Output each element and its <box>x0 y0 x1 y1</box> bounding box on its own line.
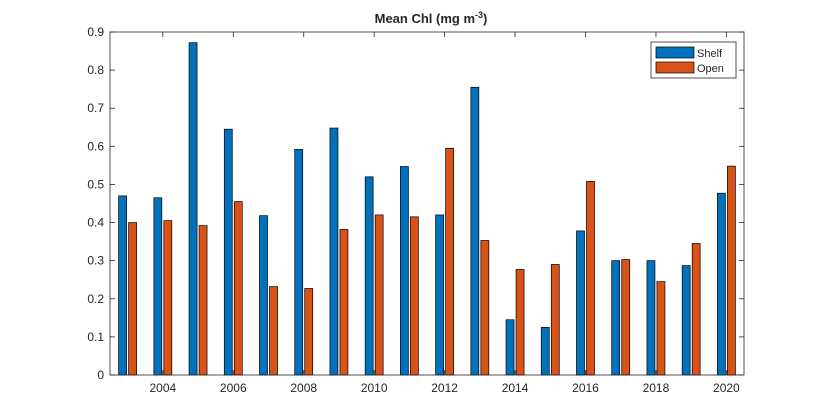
bar-open-2017 <box>621 259 631 376</box>
legend-swatch-shelf <box>655 46 695 59</box>
legend-swatch-open <box>655 61 695 74</box>
plot-area-frame <box>109 31 745 376</box>
bar-shelf-2017 <box>611 260 621 376</box>
bar-shelf-2013 <box>470 86 480 376</box>
bar-open-2011 <box>410 216 419 376</box>
y-tick-label: 0 <box>97 368 104 382</box>
bar-shelf-2007 <box>259 215 268 376</box>
bar-open-2009 <box>339 229 349 376</box>
y-tick-label: 0.1 <box>87 330 104 344</box>
bar-open-2010 <box>374 214 384 376</box>
x-tick-label: 2016 <box>572 381 599 395</box>
y-tick-label: 0.5 <box>87 177 104 191</box>
chart-title-suffix: ) <box>483 11 487 26</box>
x-tick-label: 2020 <box>713 381 740 395</box>
x-tick-label: 2012 <box>431 381 458 395</box>
chart-title-main: Mean Chl (mg m <box>375 11 475 26</box>
bar-open-2015 <box>550 264 560 376</box>
bar-open-2005 <box>198 225 208 376</box>
x-tick-label: 2014 <box>502 381 529 395</box>
bar-open-2012 <box>445 147 454 376</box>
legend-label-open: Open <box>697 63 724 75</box>
bars-layer <box>118 42 736 376</box>
chart-title-superscript: -3 <box>475 10 483 20</box>
bar-open-2014 <box>515 269 525 376</box>
bar-shelf-2016 <box>576 230 585 376</box>
bar-shelf-2014 <box>505 319 515 376</box>
bar-open-2020 <box>727 165 736 376</box>
bar-open-2016 <box>586 181 595 376</box>
bar-shelf-2008 <box>294 149 304 376</box>
bar-open-2008 <box>304 288 314 376</box>
y-tick-label: 0.9 <box>87 25 104 39</box>
bar-shelf-2011 <box>400 166 409 376</box>
bar-open-2019 <box>691 243 701 376</box>
bar-shelf-2003 <box>118 195 127 376</box>
bar-shelf-2015 <box>540 327 550 376</box>
y-tick-label: 0.8 <box>87 63 104 77</box>
bar-shelf-2006 <box>223 128 233 376</box>
bar-shelf-2004 <box>153 197 163 376</box>
x-tick-label: 2008 <box>290 381 317 395</box>
bar-open-2006 <box>233 201 243 376</box>
y-tick-label: 0.3 <box>87 254 104 268</box>
bar-shelf-2005 <box>188 42 198 376</box>
bar-open-2007 <box>269 286 278 376</box>
axes-layer: 0 0.1 0.2 0.3 0.4 0.5 0.6 0.7 0.8 0.9 2004 2006 2008… <box>87 25 745 395</box>
bar-shelf-2010 <box>364 176 374 376</box>
chart-title: Mean Chl (mg m-3) <box>375 10 488 26</box>
x-tick-label: 2006 <box>220 381 247 395</box>
y-tick-label: 0.7 <box>87 101 104 115</box>
y-tick-label: 0.4 <box>87 216 104 230</box>
bar-open-2004 <box>163 220 173 376</box>
bar-shelf-2012 <box>435 214 444 376</box>
bar-open-2003 <box>128 222 137 376</box>
bar-shelf-2018 <box>646 260 656 376</box>
y-tick-label: 0.2 <box>87 292 104 306</box>
legend-label-shelf: Shelf <box>697 48 723 60</box>
y-tick-label: 0.6 <box>87 139 104 153</box>
bar-open-2018 <box>656 281 666 376</box>
x-tick-label: 2010 <box>361 381 388 395</box>
bar-open-2013 <box>480 240 490 376</box>
legend: Shelf Open <box>650 41 737 79</box>
bar-shelf-2020 <box>717 192 726 376</box>
x-tick-label: 2004 <box>149 381 176 395</box>
bar-shelf-2009 <box>329 127 339 376</box>
x-tick-label: 2018 <box>643 381 670 395</box>
bar-shelf-2019 <box>681 265 691 376</box>
